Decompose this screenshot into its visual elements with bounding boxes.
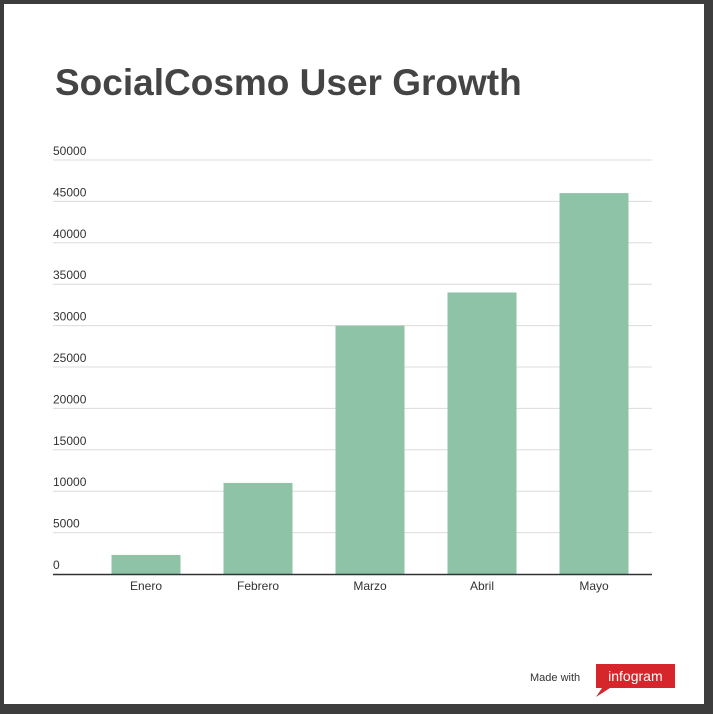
y-tick-label: 50000 xyxy=(53,144,87,158)
x-tick-label: Febrero xyxy=(237,579,279,593)
y-tick-label: 10000 xyxy=(53,475,87,489)
y-tick-label: 25000 xyxy=(53,351,87,365)
y-tick-label: 5000 xyxy=(53,517,80,531)
bar-mayo[interactable] xyxy=(559,193,629,574)
made-with-label: Made with xyxy=(530,672,581,684)
y-axis-tick-labels: 0 5000 10000 15000 20000 25000 30000 35000 40000… xyxy=(53,144,87,572)
y-tick-label: 30000 xyxy=(53,310,87,324)
y-tick-label: 40000 xyxy=(53,227,87,241)
chart-title: SocialCosmo User Growth xyxy=(55,62,522,103)
y-tick-label: 15000 xyxy=(53,434,87,448)
infogram-brand-label: infogram xyxy=(608,668,663,684)
x-axis-tick-labels: Enero Febrero Marzo Abril Mayo xyxy=(130,579,609,593)
y-tick-label: 0 xyxy=(53,558,60,572)
bars xyxy=(111,193,629,574)
bar-chart: 0 5000 10000 15000 20000 25000 30000 35000 40000… xyxy=(53,144,652,593)
made-with-infogram-credit[interactable]: Made with infogram xyxy=(530,664,676,698)
x-tick-label: Enero xyxy=(130,579,162,593)
chart-card: SocialCosmo User Growth 0 5000 10000 15000 2… xyxy=(4,4,704,704)
bar-febrero[interactable] xyxy=(223,482,293,574)
y-tick-label: 35000 xyxy=(53,268,87,282)
bar-abril[interactable] xyxy=(447,292,517,574)
y-tick-label: 20000 xyxy=(53,392,87,406)
x-tick-label: Marzo xyxy=(353,579,387,593)
infogram-badge-icon xyxy=(596,664,676,697)
bar-marzo[interactable] xyxy=(335,325,405,574)
y-tick-label: 45000 xyxy=(53,185,87,199)
bar-enero[interactable] xyxy=(111,554,181,574)
x-tick-label: Mayo xyxy=(579,579,609,593)
x-tick-label: Abril xyxy=(470,579,494,593)
infogram-logo[interactable]: infogram xyxy=(586,664,676,698)
